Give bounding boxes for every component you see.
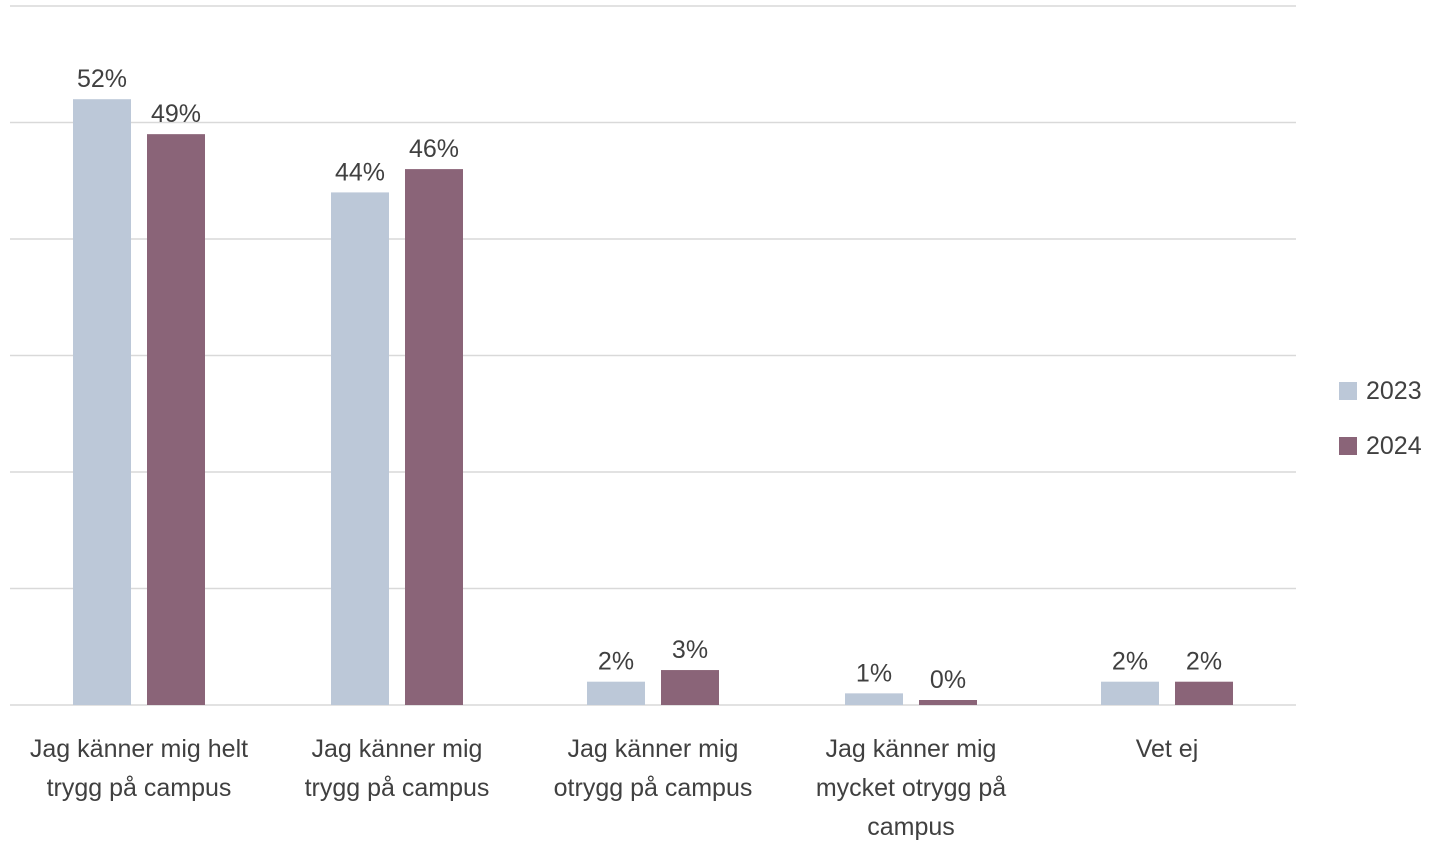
x-tick-label-line: mycket otrygg på bbox=[816, 774, 1006, 802]
x-tick-label-1: Jag känner mig trygg på campus bbox=[305, 735, 490, 802]
legend-swatch-2023 bbox=[1339, 382, 1357, 400]
x-tick-label-4: Vet ej bbox=[1136, 735, 1199, 763]
data-label-2023-cat-2: 2% bbox=[598, 648, 634, 676]
data-label-2024-cat-4: 2% bbox=[1186, 648, 1222, 676]
x-tick-label-line: Vet ej bbox=[1136, 735, 1199, 763]
bar-2023-cat-0 bbox=[73, 99, 131, 705]
bar-2023-cat-2 bbox=[587, 681, 645, 705]
x-tick-label-line: otrygg på campus bbox=[554, 774, 753, 802]
data-label-2024-cat-3: 0% bbox=[930, 666, 966, 694]
bar-2024-cat-4 bbox=[1175, 681, 1233, 705]
data-label-2024-cat-1: 46% bbox=[409, 135, 459, 163]
x-tick-label-line: campus bbox=[867, 813, 955, 841]
x-tick-label-2: Jag känner mig otrygg på campus bbox=[554, 735, 753, 802]
data-label-2024-cat-0: 49% bbox=[151, 100, 201, 128]
legend-label-2023: 2023 bbox=[1366, 377, 1422, 405]
bar-2023-cat-4 bbox=[1101, 681, 1159, 705]
bar-2024-cat-0 bbox=[147, 134, 205, 705]
x-tick-label-line: Jag känner mig bbox=[312, 735, 483, 763]
data-labels: 52% 49% 44% 46% 2% 3% 1% 0% 2% 2% bbox=[77, 65, 1222, 694]
x-tick-label-3: Jag känner mig mycket otrygg på campus bbox=[816, 735, 1006, 841]
data-label-2023-cat-0: 52% bbox=[77, 65, 127, 93]
x-tick-label-line: Jag känner mig helt bbox=[30, 735, 248, 763]
bar-2024-cat-3 bbox=[919, 700, 977, 705]
x-tick-label-line: Jag känner mig bbox=[826, 735, 997, 763]
legend-swatch-2024 bbox=[1339, 437, 1357, 455]
x-tick-label-0: Jag känner mig helt trygg på campus bbox=[30, 735, 248, 802]
bar-2023-cat-3 bbox=[845, 693, 903, 705]
legend-label-2024: 2024 bbox=[1366, 432, 1422, 460]
data-label-2023-cat-4: 2% bbox=[1112, 648, 1148, 676]
legend: 2023 2024 bbox=[1339, 377, 1422, 460]
data-label-2023-cat-3: 1% bbox=[856, 659, 892, 687]
bars bbox=[73, 99, 1233, 706]
bar-2024-cat-2 bbox=[661, 670, 719, 705]
bar-2024-cat-1 bbox=[405, 169, 463, 706]
x-tick-label-line: Jag känner mig bbox=[568, 735, 739, 763]
gridlines bbox=[10, 5, 1296, 706]
x-tick-label-line: trygg på campus bbox=[305, 774, 490, 802]
data-label-2023-cat-1: 44% bbox=[335, 158, 385, 186]
x-tick-label-line: trygg på campus bbox=[47, 774, 232, 802]
data-label-2024-cat-2: 3% bbox=[672, 636, 708, 664]
bar-2023-cat-1 bbox=[331, 192, 389, 705]
